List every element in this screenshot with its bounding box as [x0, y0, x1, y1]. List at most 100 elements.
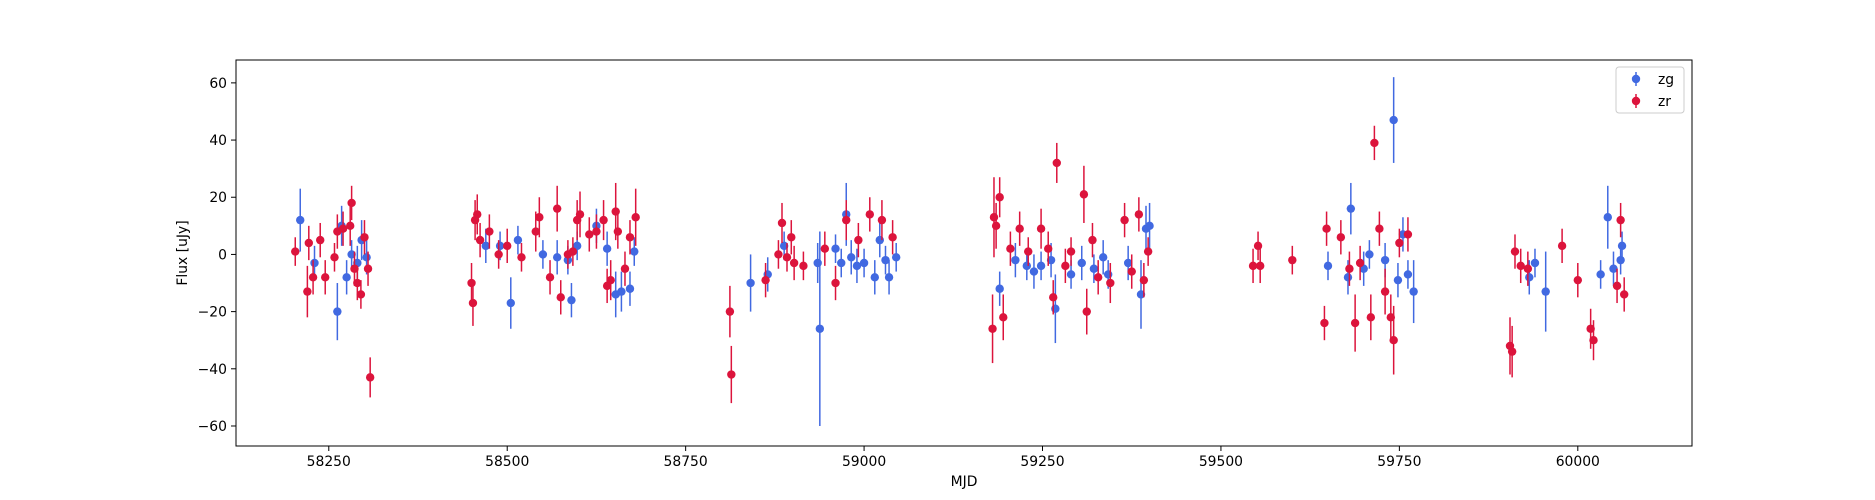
data-point: [1389, 336, 1398, 345]
data-point: [1036, 261, 1046, 271]
data-point: [870, 273, 879, 282]
data-point: [1120, 215, 1129, 225]
data-point: [1603, 213, 1612, 222]
data-point: [552, 204, 562, 213]
data-point: [1049, 293, 1058, 302]
data-point: [888, 233, 897, 242]
data-point: [847, 253, 856, 262]
data-point: [859, 258, 869, 268]
data-point: [535, 213, 544, 222]
data-point: [774, 250, 783, 259]
data-point: [820, 244, 830, 253]
data-point: [617, 287, 626, 296]
data-point: [1079, 190, 1089, 199]
data-point: [779, 241, 789, 251]
data-point: [338, 224, 348, 233]
data-point: [1366, 313, 1376, 322]
data-point: [1619, 290, 1629, 299]
data-point: [1596, 270, 1605, 279]
data-point: [296, 215, 305, 225]
data-point: [1403, 230, 1413, 239]
data-point: [353, 278, 362, 288]
data-point: [620, 264, 630, 273]
data-point: [1355, 258, 1365, 268]
data-point: [1322, 224, 1331, 233]
data-point: [606, 275, 615, 285]
data-point: [1253, 241, 1263, 251]
data-point: [1386, 313, 1396, 322]
data-point: [585, 230, 594, 239]
data-point: [1136, 290, 1146, 299]
data-point: [1541, 287, 1550, 296]
data-point: [999, 313, 1008, 322]
legend-label-zg: zg: [1658, 72, 1674, 88]
y-axis-label: Flux [uJy]: [175, 220, 191, 285]
data-point: [1609, 264, 1618, 273]
data-point: [1573, 275, 1583, 285]
data-point: [761, 275, 770, 285]
data-point: [1046, 255, 1056, 265]
y-tick-label: −20: [198, 305, 227, 321]
data-point: [988, 324, 997, 333]
data-point: [356, 290, 366, 299]
data-point: [630, 247, 639, 256]
data-point: [475, 235, 485, 245]
y-tick-label: 0: [218, 247, 227, 263]
x-tick-label: 60000: [1556, 454, 1600, 470]
data-point: [513, 235, 523, 245]
data-point: [1098, 253, 1108, 262]
data-point: [1380, 255, 1390, 265]
data-point: [1015, 224, 1024, 233]
data-point: [891, 253, 901, 262]
data-point: [1395, 238, 1404, 248]
data-point: [991, 221, 1001, 231]
data-point: [333, 307, 342, 316]
data-point: [342, 273, 351, 282]
data-point: [1134, 210, 1144, 219]
data-point: [799, 261, 808, 271]
data-point: [865, 210, 874, 219]
data-point: [1616, 255, 1625, 265]
data-point: [1029, 267, 1039, 276]
y-axis: −60 −40 −20 0 20 40 60: [198, 76, 236, 435]
data-point: [567, 295, 576, 305]
data-point: [1061, 261, 1070, 271]
data-point: [291, 247, 300, 256]
x-axis: 58250 58500 58750 59000 59250 59500 59750 60000: [307, 446, 1600, 470]
data-point: [1336, 233, 1346, 242]
data-point: [592, 227, 601, 236]
data-point: [1255, 261, 1265, 271]
data-point: [1066, 247, 1076, 256]
data-point: [1089, 264, 1099, 273]
data-point: [494, 250, 503, 259]
axes-background: [236, 60, 1692, 446]
data-point: [1127, 267, 1136, 276]
data-point: [575, 210, 585, 219]
data-point: [1145, 221, 1154, 231]
data-point: [330, 253, 339, 262]
x-tick-label: 59500: [1199, 454, 1243, 470]
data-point: [1343, 273, 1353, 282]
data-point: [1123, 258, 1133, 268]
series-zr: [291, 125, 1629, 404]
data-point: [304, 238, 313, 248]
legend: zg zr: [1615, 66, 1685, 114]
data-point: [995, 284, 1004, 293]
plot-area: [235, 59, 1693, 447]
data-point: [556, 293, 565, 302]
data-point: [321, 273, 330, 282]
data-point: [531, 227, 540, 236]
data-point: [1346, 204, 1356, 213]
data-point: [310, 258, 319, 268]
data-point: [725, 307, 735, 316]
data-point: [1350, 318, 1360, 328]
legend-marker-zr: [1631, 96, 1641, 106]
data-point: [316, 235, 325, 245]
data-point: [611, 207, 620, 216]
data-point: [468, 298, 478, 308]
data-point: [782, 253, 792, 262]
data-point: [1024, 247, 1033, 256]
data-point: [473, 210, 482, 219]
data-point: [506, 298, 515, 308]
data-point: [602, 244, 612, 253]
